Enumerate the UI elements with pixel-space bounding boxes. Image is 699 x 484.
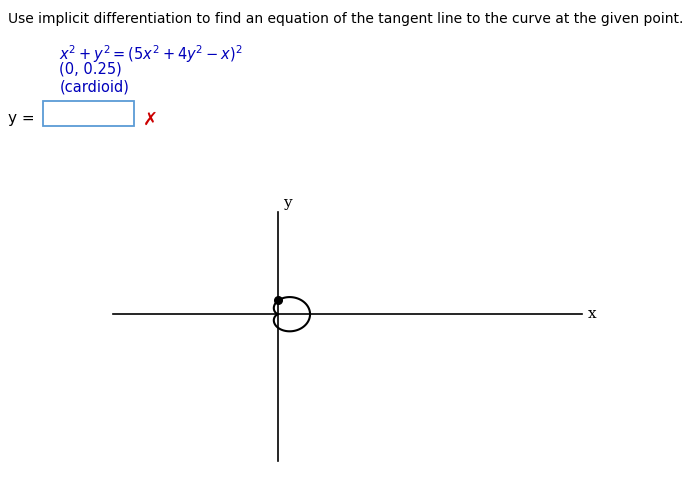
Text: y =: y =	[8, 111, 35, 126]
Text: (cardioid): (cardioid)	[59, 79, 129, 94]
Text: $x^2 + y^2 = (5x^2 + 4y^2 - x)^2$: $x^2 + y^2 = (5x^2 + 4y^2 - x)^2$	[59, 44, 243, 65]
Text: (0, 0.25): (0, 0.25)	[59, 62, 122, 77]
Text: ✗: ✗	[143, 111, 159, 129]
Text: y: y	[283, 196, 292, 210]
Text: x: x	[588, 307, 596, 321]
FancyBboxPatch shape	[43, 101, 134, 126]
Text: Use implicit differentiation to find an equation of the tangent line to the curv: Use implicit differentiation to find an …	[8, 12, 684, 26]
